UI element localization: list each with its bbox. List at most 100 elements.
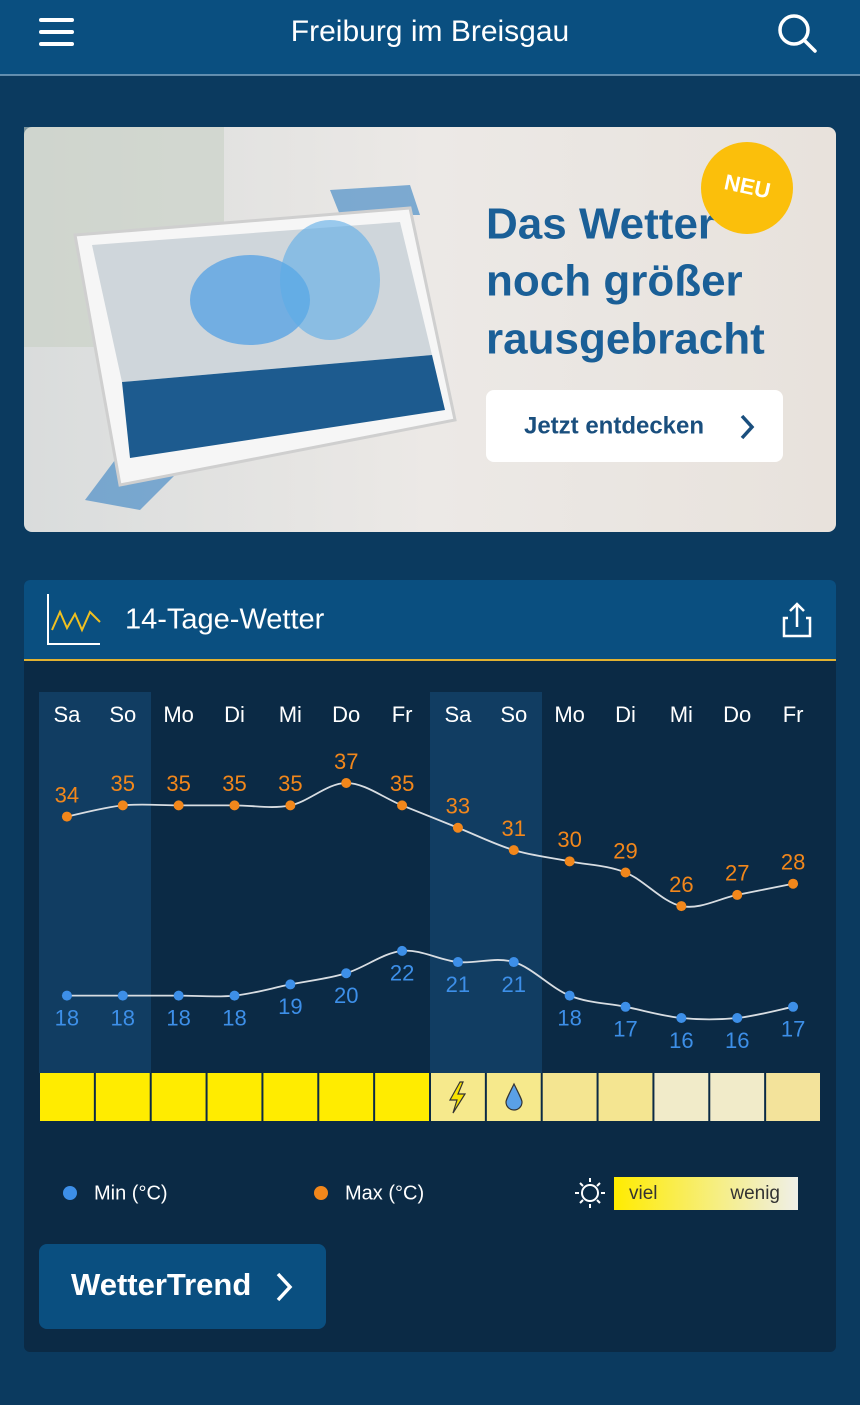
data-label: 18 [557,1005,581,1030]
temperature-line [66,782,794,908]
weekend-column [39,692,151,1073]
data-point [508,845,519,856]
data-label: 31 [502,816,526,841]
data-label: 16 [669,1028,693,1053]
legend-label: Max (°C) [345,1182,424,1204]
sunshine-cell [319,1073,374,1121]
chart-icon [47,594,101,645]
data-label: 33 [446,794,470,819]
cta-label: Jetzt entdecken [524,412,704,439]
sunshine-cell [263,1073,318,1121]
data-point [564,990,575,1001]
sunshine-cell [710,1073,765,1121]
legend-label: Min (°C) [94,1182,168,1204]
sun-high-label: viel [629,1183,658,1204]
data-label: 17 [613,1017,637,1042]
data-label: 21 [446,972,470,997]
data-point [452,822,463,833]
data-label: 28 [781,850,805,875]
data-point [61,990,72,1001]
rain-icon [505,1082,523,1111]
headline-line: Das Wetter [486,200,715,249]
data-label: 27 [725,861,749,886]
day-label: Di [224,702,245,727]
sun-icon [575,1178,605,1208]
data-point [117,800,128,811]
data-label: 35 [278,771,302,796]
chevron [276,1272,293,1302]
data-label: 18 [111,1005,135,1030]
sunshine-cell [151,1073,206,1121]
data-point [452,957,463,968]
sunshine-cell [40,1073,94,1121]
sunshine-cell [766,1073,820,1121]
headline-line: rausgebracht [486,315,765,364]
chevron [740,414,755,440]
data-label: 35 [111,771,135,796]
data-label: 21 [502,972,526,997]
data-point [620,1001,631,1012]
data-point [173,990,184,1001]
data-label: 20 [334,983,358,1008]
thunder-icon [448,1081,467,1114]
data-point [732,889,743,900]
legend-marker [314,1186,328,1200]
data-label: 37 [334,749,358,774]
data-label: 35 [390,771,414,796]
data-label: 22 [390,961,414,986]
data-label: 18 [222,1005,246,1030]
promo-banner[interactable]: Das Wetter noch größer rausgebracht NEU … [24,127,836,532]
data-label: 35 [166,771,190,796]
data-label: 17 [781,1017,805,1042]
day-label: So [500,702,527,727]
data-point [341,968,352,979]
trend-button[interactable] [39,1244,326,1329]
day-label: Mo [554,702,585,727]
day-label: Sa [444,702,472,727]
data-point [397,945,408,956]
sunshine-cell [598,1073,653,1121]
data-label: 35 [222,771,246,796]
menu-button[interactable] [39,18,74,46]
app-title: Freiburg im Breisgau [291,15,569,48]
data-point [173,800,184,811]
data-label: 18 [166,1005,190,1030]
search-button[interactable] [778,14,817,53]
data-point [620,867,631,878]
sunshine-cell [542,1073,597,1121]
sunshine-cell [375,1073,429,1121]
data-point [676,1013,687,1023]
day-label: Mo [163,702,194,727]
data-point [117,990,128,1001]
sun-scale [614,1177,798,1210]
data-point [229,990,240,1001]
sunshine-cell [95,1073,150,1121]
day-label: Do [332,702,360,727]
data-point [397,800,408,811]
data-label: 18 [55,1005,79,1030]
widget-title: 14-Tage-Wetter [125,604,325,636]
headline-line: noch größer [486,257,743,306]
data-point [341,778,352,788]
data-point [732,1013,743,1023]
sun-low-label: wenig [729,1183,780,1204]
cta-button[interactable] [486,390,783,462]
data-label: 34 [55,782,79,807]
sunshine-cell [654,1073,709,1121]
day-label: Do [723,702,751,727]
data-point [61,811,72,822]
day-label: Di [615,702,636,727]
data-point [508,957,519,968]
day-label: Fr [783,702,804,727]
data-point [788,878,799,889]
share-button[interactable] [782,602,812,638]
widget-header [24,580,836,660]
badge [701,142,793,234]
day-label: Fr [392,702,413,727]
data-point [229,800,240,811]
data-label: 30 [557,827,581,852]
data-label: 19 [278,994,302,1019]
trend-button-label: WetterTrend [71,1267,251,1302]
